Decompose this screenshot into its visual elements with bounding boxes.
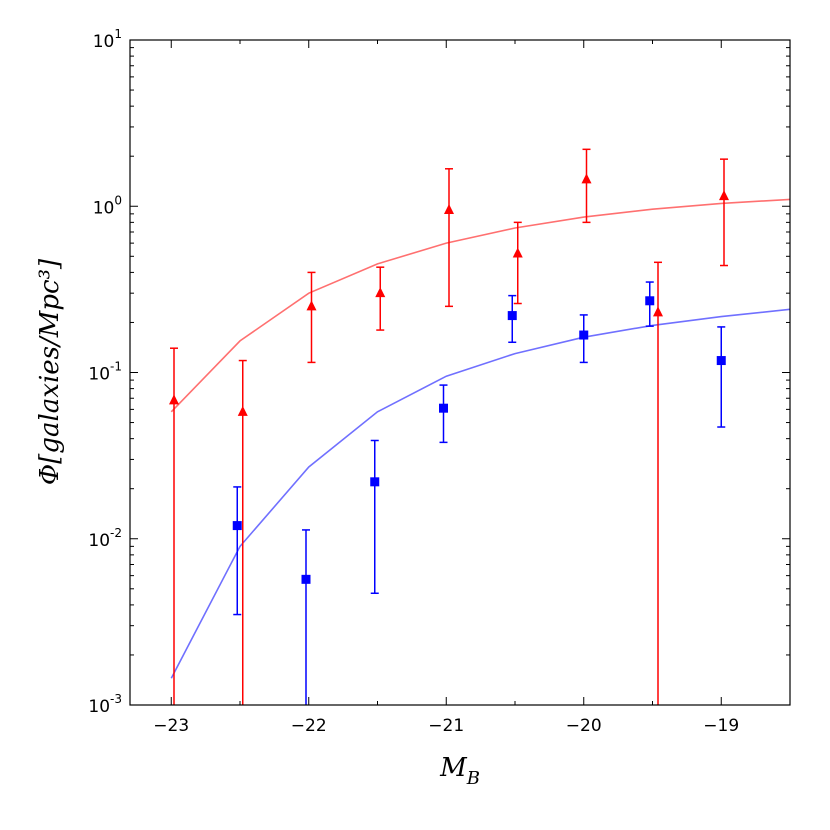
red-triangle-point [444, 203, 454, 214]
blue-square-point [370, 477, 380, 487]
red-triangle-point [719, 190, 729, 201]
x-tick-label: −21 [428, 716, 464, 736]
blue-square-point [716, 356, 726, 366]
x-tick-label: −19 [703, 716, 739, 736]
red-triangle-point [375, 287, 386, 298]
red-model-line [170, 198, 790, 413]
red-triangle-point [237, 405, 248, 416]
y-tick-label: 10-3 [88, 692, 122, 717]
red-triangle-point [653, 306, 663, 317]
y-tick-label: 10-2 [88, 526, 122, 551]
y-tick-exponent: -2 [110, 526, 122, 540]
blue-square-point [579, 330, 589, 340]
red-triangle-point [512, 247, 523, 258]
y-tick-base: 10 [88, 697, 110, 717]
x-axis-title-sub: B [466, 768, 480, 789]
plot-area [169, 148, 790, 705]
x-tick-label: −20 [566, 716, 602, 736]
red-triangle-point [169, 394, 179, 405]
x-tick-label: −23 [153, 716, 189, 736]
y-tick-base: 10 [93, 198, 115, 218]
y-tick-label: 100 [93, 193, 122, 218]
blue-square-point [232, 521, 242, 531]
y-tick-base: 10 [93, 32, 115, 52]
y-tick-label: 101 [93, 27, 122, 52]
blue-square-point [507, 311, 517, 321]
y-tick-base: 10 [88, 531, 110, 551]
x-axis-title: MB [439, 753, 480, 789]
blue-square-point [645, 296, 655, 306]
y-axis-title: Φ[galaxies/Mpc³] [35, 258, 65, 485]
y-tick-exponent: 1 [114, 27, 122, 41]
x-axis-title-main: M [439, 753, 468, 783]
y-tick-exponent: -1 [110, 360, 122, 374]
y-tick-label: 10-1 [88, 360, 122, 385]
x-tick-label: −22 [291, 716, 327, 736]
red-triangle-point [581, 173, 592, 184]
y-tick-exponent: -3 [110, 692, 122, 706]
red-triangle-point [306, 300, 317, 311]
blue-square-point [439, 403, 448, 413]
x-axis: −23 −22 −21 −20 −19 [153, 40, 791, 736]
blue-model-line [170, 308, 790, 679]
blue-square-point [301, 574, 311, 584]
y-tick-base: 10 [88, 365, 110, 385]
y-tick-exponent: 0 [114, 193, 122, 207]
